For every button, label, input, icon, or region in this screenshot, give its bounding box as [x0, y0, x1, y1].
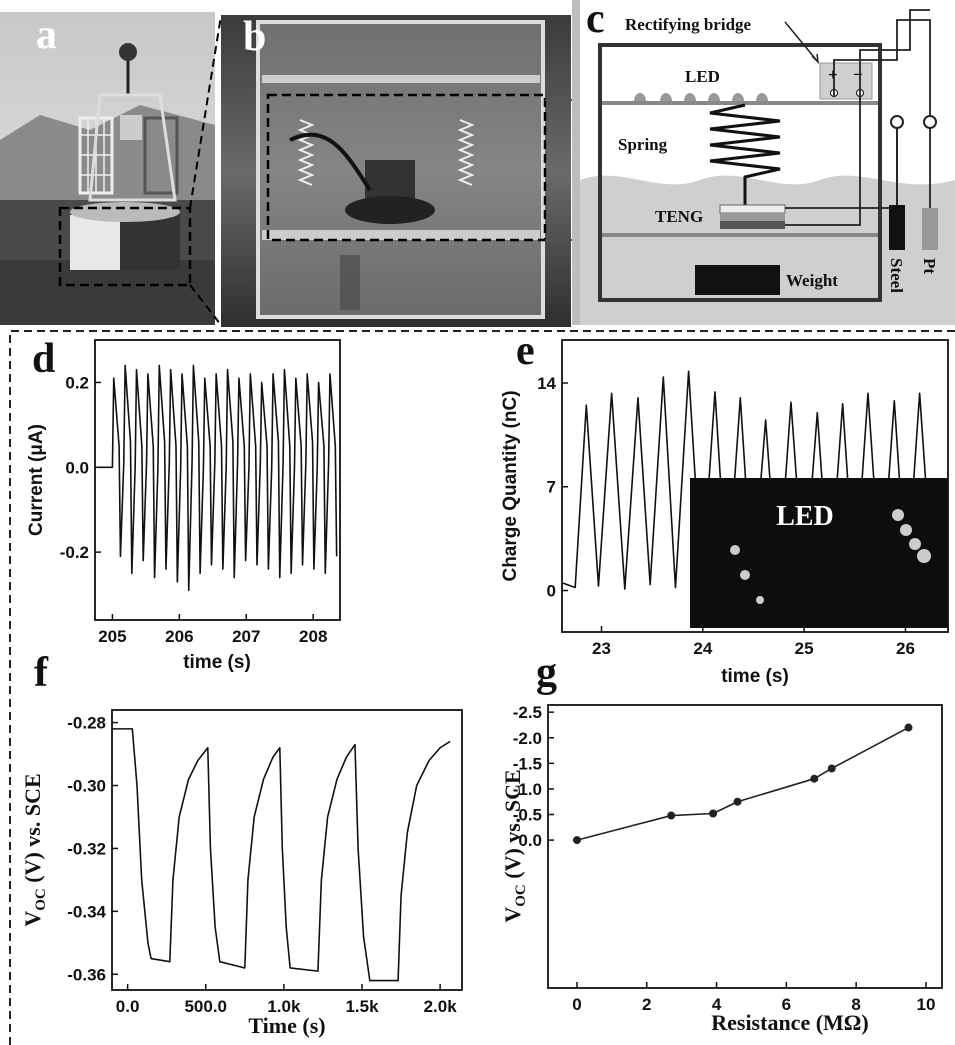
y-axis-label-part: (V) vs. SCE — [20, 773, 45, 888]
x-tick-label: 24 — [693, 639, 712, 658]
x-tick-label: 205 — [98, 627, 126, 646]
y-axis-label: VOC (V) vs. SCE — [500, 769, 529, 922]
x-tick-label: 0.0 — [116, 997, 140, 1016]
data-point — [904, 723, 913, 732]
y-axis-label-part: (V) vs. SCE — [500, 769, 525, 884]
x-tick-label: 25 — [795, 639, 814, 658]
plot-frame — [547, 704, 943, 989]
y-axis-label-part: V — [500, 907, 525, 923]
panel-label: d — [32, 336, 55, 382]
panel-label: c — [586, 0, 605, 42]
y-axis-label: Current (μA) — [26, 424, 47, 536]
x-tick-label: 23 — [592, 639, 611, 658]
x-tick-label: 500.0 — [184, 997, 227, 1016]
inset-led — [917, 549, 931, 563]
y-axis-label-part: OC — [33, 888, 49, 911]
zoom-lines — [189, 15, 222, 326]
data-point — [709, 809, 718, 818]
inset-led — [900, 524, 912, 536]
data-point — [810, 774, 819, 783]
panel-label: g — [536, 650, 557, 696]
x-axis-label: time (s) — [721, 666, 789, 687]
y-tick-label: -2.0 — [513, 729, 542, 748]
inset-led — [730, 545, 740, 555]
plot-frame — [111, 709, 463, 991]
y-tick-label: -0.2 — [60, 543, 89, 562]
x-tick-label: 10 — [916, 995, 935, 1014]
diagram-label: Steel — [887, 258, 906, 293]
y-axis-label-part: OC — [513, 884, 529, 907]
panel-label: e — [516, 328, 535, 374]
x-tick-label: 206 — [165, 627, 193, 646]
diagram — [572, 0, 955, 325]
x-tick-label: 26 — [896, 639, 915, 658]
inset-led — [740, 570, 750, 580]
data-line — [97, 364, 338, 592]
x-tick-label: 4 — [712, 995, 722, 1014]
y-axis-label: VOC (V) vs. SCE — [20, 773, 49, 926]
data-point — [827, 764, 836, 773]
x-axis-label: Resistance (MΩ) — [711, 1010, 869, 1035]
y-tick-label: 0.0 — [65, 458, 89, 477]
x-tick-label: 207 — [232, 627, 260, 646]
y-tick-label: 7 — [547, 478, 556, 497]
data-point — [572, 836, 581, 845]
y-tick-label: -1.5 — [513, 754, 542, 773]
panel-label: f — [34, 650, 49, 696]
diagram-label: Pt — [920, 258, 939, 274]
y-tick-label: 0 — [547, 581, 556, 600]
y-tick-label: -2.5 — [513, 703, 542, 722]
y-axis-label: Charge Quantity (nC) — [500, 390, 521, 581]
diagram-label: TENG — [655, 207, 703, 226]
photo-device — [221, 15, 571, 327]
y-tick-label: -0.34 — [67, 902, 106, 921]
x-tick-label: 1.5k — [345, 997, 379, 1016]
data-point — [667, 811, 676, 820]
y-tick-label: -0.30 — [67, 777, 106, 796]
y-tick-label: -0.36 — [67, 965, 106, 984]
diagram-label: LED — [685, 67, 720, 86]
diagram-label: + — [828, 65, 838, 84]
y-tick-label: 0.0 — [518, 831, 542, 850]
y-axis-label-part: V — [20, 911, 45, 927]
data-point — [733, 797, 742, 806]
panel-border — [9, 330, 955, 1045]
y-tick-label: 14 — [537, 374, 556, 393]
x-tick-label: 2 — [642, 995, 651, 1014]
x-tick-label: 1.0k — [267, 997, 301, 1016]
x-tick-label: 0 — [572, 995, 581, 1014]
diagram-label: Weight — [786, 271, 838, 290]
x-axis-label: Time (s) — [248, 1013, 325, 1038]
y-tick-label: -0.5 — [513, 806, 542, 825]
plot-frame — [561, 339, 949, 633]
photo-buoy — [0, 12, 215, 325]
diagram-label: Rectifying bridge — [625, 15, 752, 34]
y-tick-label: 0.2 — [65, 373, 89, 392]
inset-led — [892, 509, 904, 521]
data-line — [112, 728, 451, 982]
inset-led — [909, 538, 921, 550]
y-tick-label: -1.0 — [513, 780, 542, 799]
plot-frame — [94, 339, 341, 621]
x-tick-label: 208 — [299, 627, 327, 646]
panel-label: b — [243, 14, 266, 60]
x-tick-label: 6 — [782, 995, 791, 1014]
data-line — [576, 726, 909, 841]
inset-label: LED — [776, 501, 834, 532]
x-axis-label: time (s) — [183, 652, 251, 673]
diagram-label: − — [853, 65, 863, 84]
x-tick-label: 8 — [851, 995, 860, 1014]
panel-label: a — [36, 12, 57, 58]
y-tick-label: -0.32 — [67, 839, 106, 858]
inset-led — [756, 596, 764, 604]
x-tick-label: 2.0k — [424, 997, 458, 1016]
y-tick-label: -0.28 — [67, 714, 106, 733]
diagram-label: Spring — [618, 135, 668, 154]
